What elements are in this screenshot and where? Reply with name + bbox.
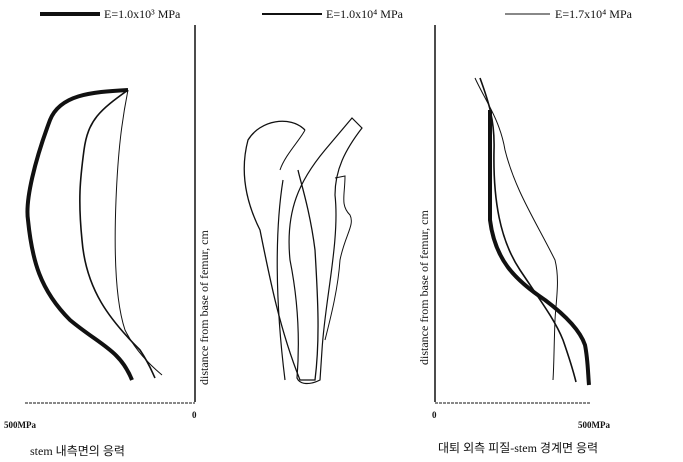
stem-outline <box>325 176 351 340</box>
curve <box>27 90 132 380</box>
axis-label: 0 <box>432 410 437 420</box>
legend-label: E=1.7x10⁴ MPa <box>555 7 633 21</box>
caption: stem 내측면의 응력 <box>30 444 125 458</box>
legend-label: E=1.0x10³ MPa <box>104 7 181 21</box>
axis-label: 0 <box>192 410 197 420</box>
stem-outline <box>289 118 362 384</box>
axis-label: 500MPa <box>4 420 36 430</box>
femur-outline <box>277 180 285 380</box>
figure: E=1.0x10³ MPa E=1.0x10⁴ MPa E=1.7x10⁴ MP… <box>0 0 683 462</box>
curve <box>480 78 576 382</box>
axis-title: distance from base of femur, cm <box>417 210 431 365</box>
legend-label: E=1.0x10⁴ MPa <box>326 7 404 21</box>
caption: 대퇴 외측 피질-stem 경계면 응력 <box>438 441 598 455</box>
curve <box>115 90 162 375</box>
axis-title: distance from base of femur, cm <box>197 230 211 385</box>
axis-label: 500MPa <box>578 420 610 430</box>
femur-outline <box>280 130 305 170</box>
curve <box>475 78 557 380</box>
